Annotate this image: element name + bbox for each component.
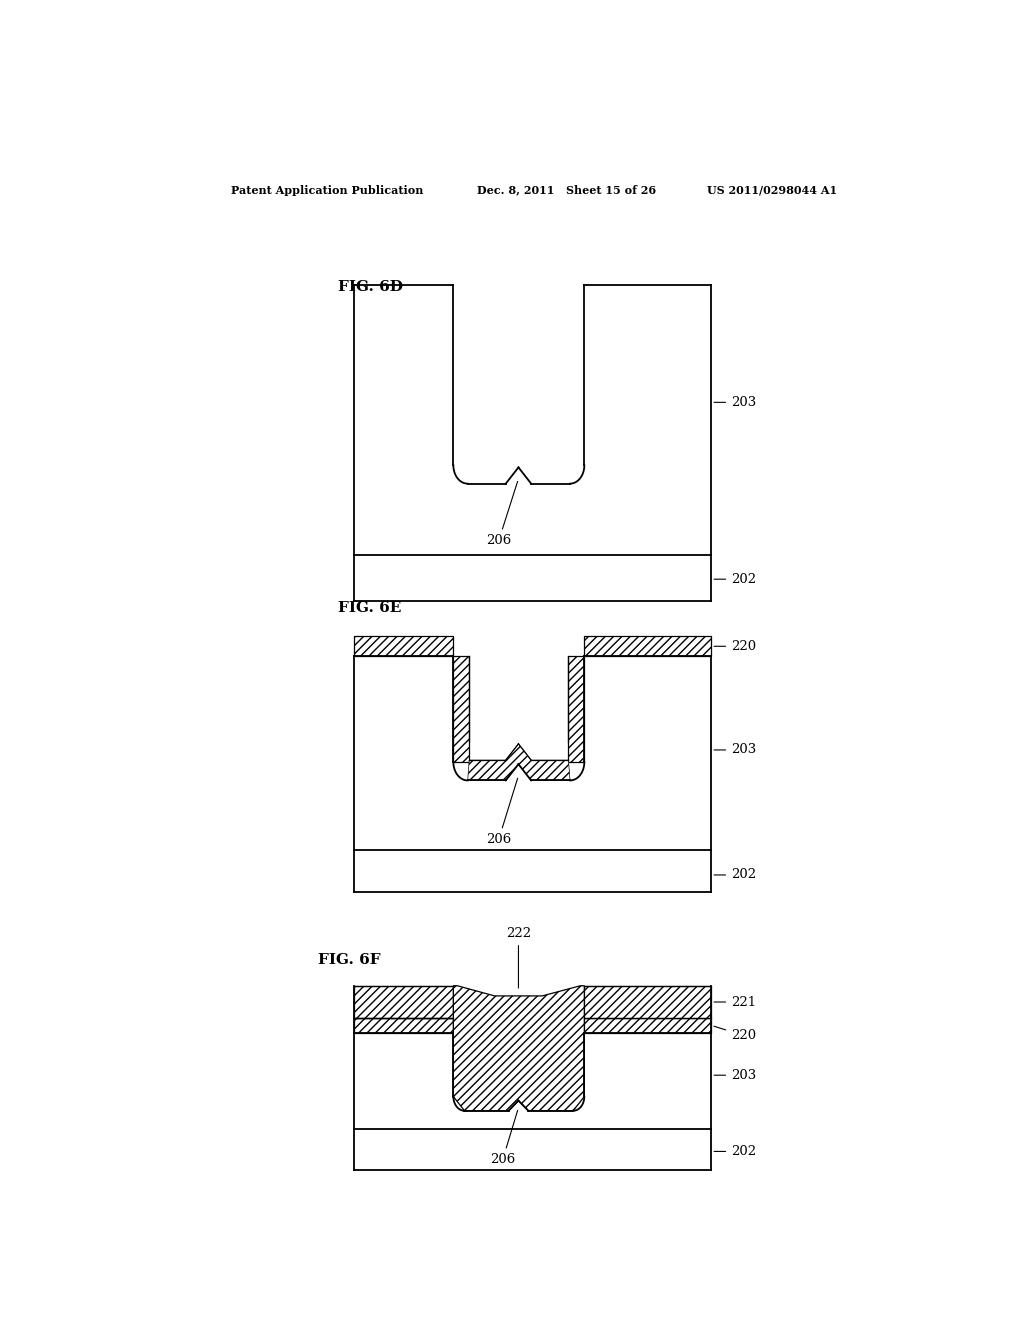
Polygon shape: [568, 656, 585, 762]
Text: 203: 203: [714, 743, 757, 756]
Polygon shape: [585, 986, 712, 1018]
Text: 206: 206: [489, 1110, 518, 1167]
Text: 220: 220: [714, 1026, 757, 1041]
Text: Dec. 8, 2011   Sheet 15 of 26: Dec. 8, 2011 Sheet 15 of 26: [477, 185, 656, 195]
Text: 203: 203: [714, 1069, 757, 1081]
Text: 220: 220: [714, 640, 757, 653]
Text: 222: 222: [506, 927, 531, 989]
Text: 206: 206: [486, 779, 517, 846]
Text: 221: 221: [714, 995, 757, 1008]
Text: 202: 202: [714, 1144, 757, 1158]
Text: FIG. 6F: FIG. 6F: [318, 953, 381, 968]
Polygon shape: [454, 986, 585, 1110]
Polygon shape: [454, 656, 469, 762]
Text: 206: 206: [486, 482, 517, 548]
Text: FIG. 6E: FIG. 6E: [338, 601, 401, 615]
Text: FIG. 6D: FIG. 6D: [338, 280, 403, 294]
Polygon shape: [354, 986, 454, 1018]
Polygon shape: [585, 636, 712, 656]
Text: 202: 202: [714, 869, 757, 882]
Polygon shape: [354, 636, 454, 656]
Text: Patent Application Publication: Patent Application Publication: [231, 185, 424, 195]
Text: 203: 203: [714, 396, 757, 409]
Text: 202: 202: [714, 573, 757, 586]
Text: US 2011/0298044 A1: US 2011/0298044 A1: [708, 185, 838, 195]
Polygon shape: [354, 1018, 454, 1032]
Polygon shape: [585, 1018, 712, 1032]
Polygon shape: [468, 744, 570, 780]
